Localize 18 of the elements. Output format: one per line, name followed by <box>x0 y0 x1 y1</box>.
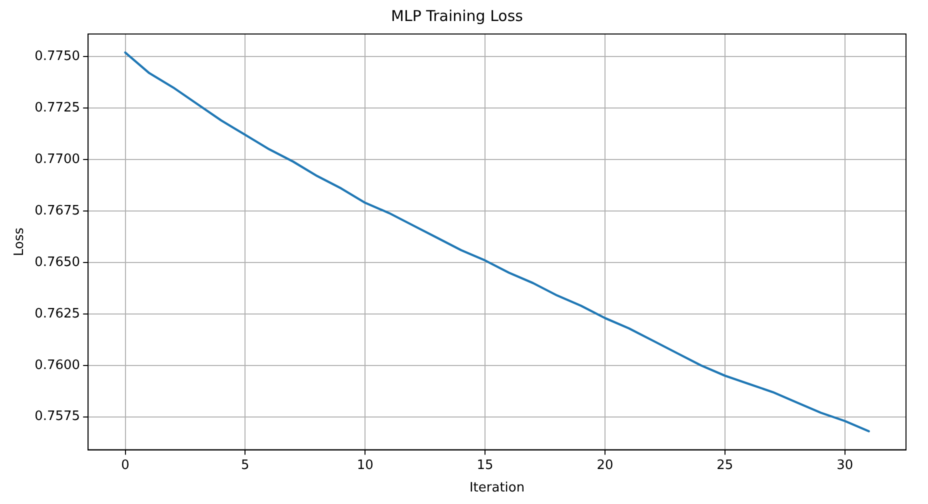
y-tick-label: 0.7650 <box>34 254 80 270</box>
y-tick-label: 0.7625 <box>34 306 80 322</box>
y-axis-title: Loss <box>12 227 28 256</box>
y-tick-label: 0.7700 <box>34 152 80 167</box>
y-tick-label: 0.7725 <box>34 100 80 116</box>
x-tick-label: 10 <box>356 458 374 473</box>
x-tick-label: 25 <box>716 458 734 473</box>
x-tick-label: 20 <box>596 458 614 473</box>
x-tick-label: 5 <box>241 458 250 473</box>
y-tick-label: 0.7750 <box>34 49 80 64</box>
x-axis-title: Iteration <box>469 480 525 496</box>
y-tick-label: 0.7600 <box>34 358 80 373</box>
chart-title: MLP Training Loss <box>391 6 524 25</box>
x-tick-label: 15 <box>476 458 494 473</box>
x-tick-label: 30 <box>836 458 854 473</box>
y-tick-label: 0.7675 <box>34 203 80 218</box>
y-tick-label: 0.7575 <box>34 409 80 424</box>
x-tick-label: 0 <box>121 458 130 473</box>
